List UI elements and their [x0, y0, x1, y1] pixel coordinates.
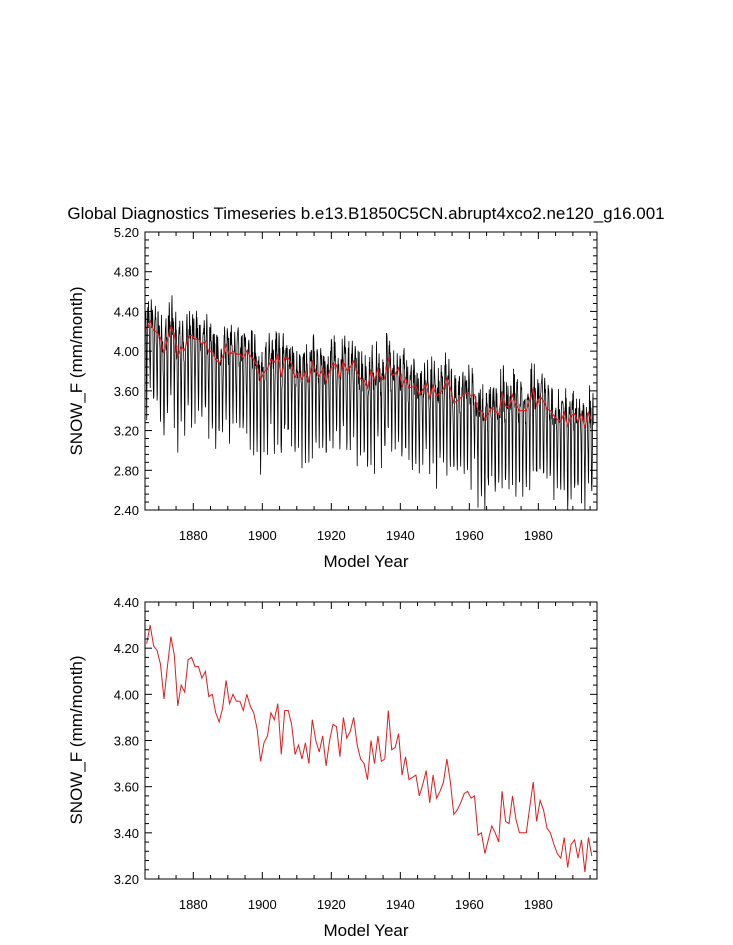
- top-y-tick-label: 2.40: [114, 503, 139, 518]
- top-y-tick-label: 2.80: [114, 463, 139, 478]
- bottom-y-tick-label: 3.60: [114, 780, 139, 795]
- top-y-tick-label: 4.00: [114, 344, 139, 359]
- top-monthly-series-line: [144, 295, 594, 511]
- top-x-tick-label: 1920: [317, 528, 346, 543]
- bottom-y-axis-label: SNOW_F (mm/month): [67, 655, 86, 824]
- top-x-tick-label: 1900: [248, 528, 277, 543]
- top-y-tick-label: 4.80: [114, 265, 139, 280]
- bottom-x-tick-label: 1900: [248, 897, 277, 912]
- bottom-tick-group: 1880 1900 1920 1940 1960 1980 3.20 3.40 3.60 3.80…: [114, 595, 597, 912]
- bottom-chart-panel: 1880 1900 1920 1940 1960 1980 3.20 3.40 3.60 3.80…: [67, 595, 598, 940]
- bottom-x-tick-label: 1940: [386, 897, 415, 912]
- top-x-tick-label: 1980: [524, 528, 553, 543]
- top-chart-panel: Global Diagnostics Timeseries b.e13.B185…: [67, 204, 665, 571]
- top-y-axis-label: SNOW_F (mm/month): [67, 286, 86, 455]
- bottom-x-tick-label: 1960: [455, 897, 484, 912]
- top-y-tick-label: 3.20: [114, 424, 139, 439]
- bottom-y-tick-label: 3.80: [114, 734, 139, 749]
- top-x-tick-label: 1960: [455, 528, 484, 543]
- bottom-x-tick-label: 1880: [179, 897, 208, 912]
- bottom-y-tick-label: 3.20: [114, 872, 139, 887]
- bottom-x-axis-label: Model Year: [323, 921, 408, 940]
- bottom-x-tick-label: 1920: [317, 897, 346, 912]
- top-chart-title: Global Diagnostics Timeseries b.e13.B185…: [67, 204, 664, 223]
- top-y-tick-label: 4.40: [114, 304, 139, 319]
- bottom-y-tick-label: 4.20: [114, 641, 139, 656]
- bottom-series-group: [146, 625, 593, 873]
- top-y-tick-label: 5.20: [114, 225, 139, 240]
- bottom-annual-series-line: [146, 625, 593, 873]
- top-x-tick-label: 1880: [179, 528, 208, 543]
- bottom-y-tick-label: 4.00: [114, 687, 139, 702]
- top-annual-series-line: [146, 319, 593, 428]
- bottom-y-tick-label: 4.40: [114, 595, 139, 610]
- top-x-axis-label: Model Year: [323, 552, 408, 571]
- bottom-x-tick-label: 1980: [524, 897, 553, 912]
- bottom-y-tick-label: 3.40: [114, 826, 139, 841]
- top-series-group: [144, 295, 594, 511]
- top-x-tick-label: 1940: [386, 528, 415, 543]
- top-plot-frame: [144, 231, 598, 511]
- top-tick-group: 1880 1900 1920 1940 1960 1980 2.40 2.80 3.20 3.60…: [114, 225, 597, 543]
- top-y-tick-label: 3.60: [114, 384, 139, 399]
